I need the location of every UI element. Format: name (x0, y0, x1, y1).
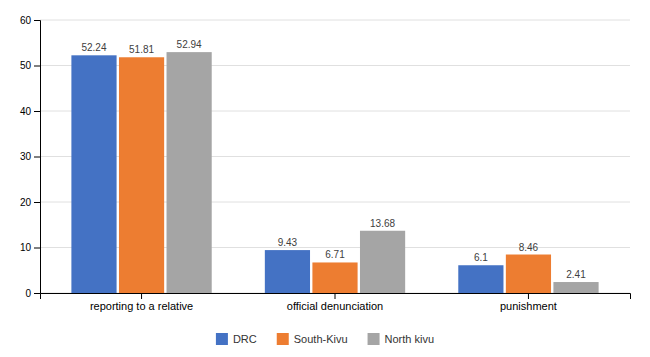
tick: official denunciation (287, 293, 383, 312)
tick-label: 40 (20, 106, 32, 117)
tick: 10 (20, 242, 40, 253)
data-label: 52.94 (177, 39, 202, 50)
tick: punishment (500, 293, 557, 312)
legend-swatch (277, 333, 289, 345)
data-label: 13.68 (370, 218, 395, 229)
legend-label: North kivu (385, 333, 435, 345)
tick-mark (34, 293, 40, 294)
tick-mark (34, 111, 40, 112)
tick-label: 10 (20, 242, 32, 253)
data-label: 9.43 (278, 237, 298, 248)
axis-line (34, 21, 41, 294)
data-label: 51.81 (129, 44, 154, 55)
tick-mark (335, 293, 336, 299)
tick-mark (34, 66, 40, 67)
tick-label: reporting to a relative (90, 300, 193, 312)
tick: 60 (20, 15, 40, 26)
tick-label: 0 (25, 288, 31, 299)
bar (71, 55, 116, 293)
bar (265, 250, 310, 293)
tick: 20 (20, 197, 40, 208)
tick-mark (34, 20, 40, 21)
tick-mark (34, 157, 40, 158)
tick-label: 20 (20, 197, 32, 208)
legend-item: North kivu (368, 333, 435, 345)
bar (553, 282, 598, 293)
legend-swatch (368, 333, 380, 345)
tick-mark (34, 248, 40, 249)
y-axis: 0 10 20 30 40 50 60 (20, 15, 41, 299)
data-label: 52.24 (81, 42, 106, 53)
tick: 30 (20, 151, 40, 162)
bar (360, 231, 405, 293)
grid-line (40, 20, 630, 21)
tick-label: 60 (20, 15, 32, 26)
tick: reporting to a relative (90, 293, 193, 312)
tick-label: 50 (20, 60, 32, 71)
tick-mark (141, 293, 142, 299)
legend: DRC South-Kivu North kivu (216, 333, 434, 345)
bar (167, 52, 212, 293)
chart: 0 10 20 30 40 50 60 reporting to a relative offi… (0, 0, 650, 357)
tick-label: punishment (500, 300, 557, 312)
legend-label: DRC (233, 333, 257, 345)
plot: 0 10 20 30 40 50 60 reporting to a relative offi… (20, 15, 631, 312)
tick-label: 30 (20, 151, 32, 162)
bars (71, 52, 598, 293)
bar (312, 262, 357, 293)
data-label: 6.71 (325, 249, 345, 260)
data-label: 2.41 (566, 269, 586, 280)
data-label: 8.46 (519, 242, 539, 253)
bar (119, 57, 164, 293)
tick: 50 (20, 60, 40, 71)
legend-item: South-Kivu (277, 333, 348, 345)
tick-mark (34, 202, 40, 203)
tick: 40 (20, 106, 40, 117)
legend-swatch (216, 333, 228, 345)
axis-line (41, 294, 631, 300)
legend-label: South-Kivu (294, 333, 348, 345)
tick-mark (528, 293, 529, 299)
x-axis: reporting to a relative official denuncia… (41, 293, 631, 312)
bar (458, 265, 503, 293)
tick-label: official denunciation (287, 300, 383, 312)
data-label: 6.1 (474, 252, 488, 263)
data-labels: 52.24 9.43 6.1 51.81 6.71 8.46 52.94 13.68 2.41 (81, 39, 586, 280)
bar (506, 255, 551, 293)
grid (40, 20, 630, 293)
tick: 0 (25, 288, 40, 299)
legend-item: DRC (216, 333, 257, 345)
